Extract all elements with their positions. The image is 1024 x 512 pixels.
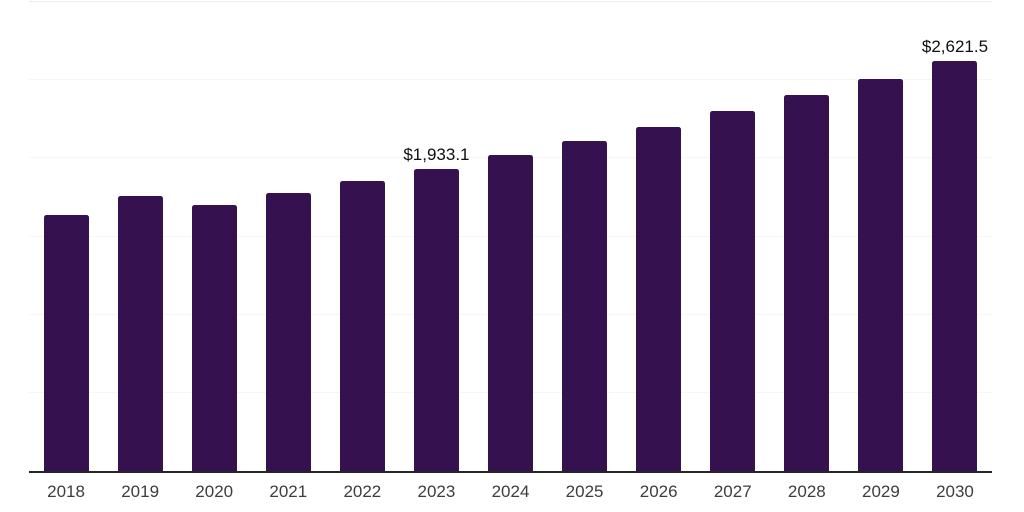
bar-slot-2024 xyxy=(473,2,547,471)
x-tick-label-2020: 2020 xyxy=(195,482,234,501)
value-label-2030: $2,621.5 xyxy=(921,37,989,57)
bar-slot-2023: $1,933.1 xyxy=(399,2,473,471)
bar-slot-2025 xyxy=(548,2,622,471)
x-tick-label-2018: 2018 xyxy=(47,482,85,501)
bar-2018[interactable] xyxy=(43,215,89,471)
bar-2029[interactable] xyxy=(858,78,904,471)
bar-2030[interactable] xyxy=(932,61,978,471)
bar-2020[interactable] xyxy=(191,205,237,471)
x-tick-label-2023: 2023 xyxy=(417,482,456,501)
bar-slot-2029 xyxy=(844,2,918,471)
bars: $1,933.1 $2,621.5 xyxy=(29,2,992,471)
x-tick-label-2026: 2026 xyxy=(639,482,678,501)
gridline-2500 xyxy=(29,79,992,81)
bar-slot-2030: $2,621.5 xyxy=(918,2,992,471)
bar-slot-2022 xyxy=(325,2,399,471)
x-tick-label-2024: 2024 xyxy=(491,482,530,501)
x-axis-line xyxy=(29,471,992,473)
x-tick-label-2028: 2028 xyxy=(787,482,826,501)
bar-slot-2028 xyxy=(770,2,844,471)
bar-slot-2027 xyxy=(696,2,770,471)
x-tick-label-2019: 2019 xyxy=(121,482,160,501)
value-label-2023: $1,933.1 xyxy=(403,144,470,164)
bar-2021[interactable] xyxy=(265,193,311,471)
bar-2023[interactable] xyxy=(413,168,459,471)
x-tick-label-2021: 2021 xyxy=(269,482,308,501)
x-tick-label-2025: 2025 xyxy=(565,482,604,501)
x-axis-labels: 2018 2019 2020 2021 2022 2023 2024 2025 2026 2027… xyxy=(29,482,992,501)
x-tick-label-2030: 2030 xyxy=(936,482,974,501)
bar-2028[interactable] xyxy=(784,95,830,471)
bar-2019[interactable] xyxy=(117,195,163,471)
x-tick-label-2022: 2022 xyxy=(343,482,382,501)
bar-2024[interactable] xyxy=(488,155,533,471)
bar-slot-2021 xyxy=(251,2,325,471)
gridline-3000 xyxy=(29,1,992,2)
bar-slot-2018 xyxy=(29,2,103,471)
x-tick-label-2027: 2027 xyxy=(713,482,752,501)
bar-2025[interactable] xyxy=(562,141,608,471)
bar-slot-2026 xyxy=(622,2,696,471)
bar-2026[interactable] xyxy=(636,126,682,471)
bar-slot-2020 xyxy=(177,2,251,471)
bar-slot-2019 xyxy=(103,2,177,471)
bar-2022[interactable] xyxy=(339,181,385,471)
bar-2027[interactable] xyxy=(710,111,756,471)
plot-area: $1,933.1 $2,621.5 xyxy=(29,1,992,471)
x-tick-label-2029: 2029 xyxy=(861,482,900,501)
